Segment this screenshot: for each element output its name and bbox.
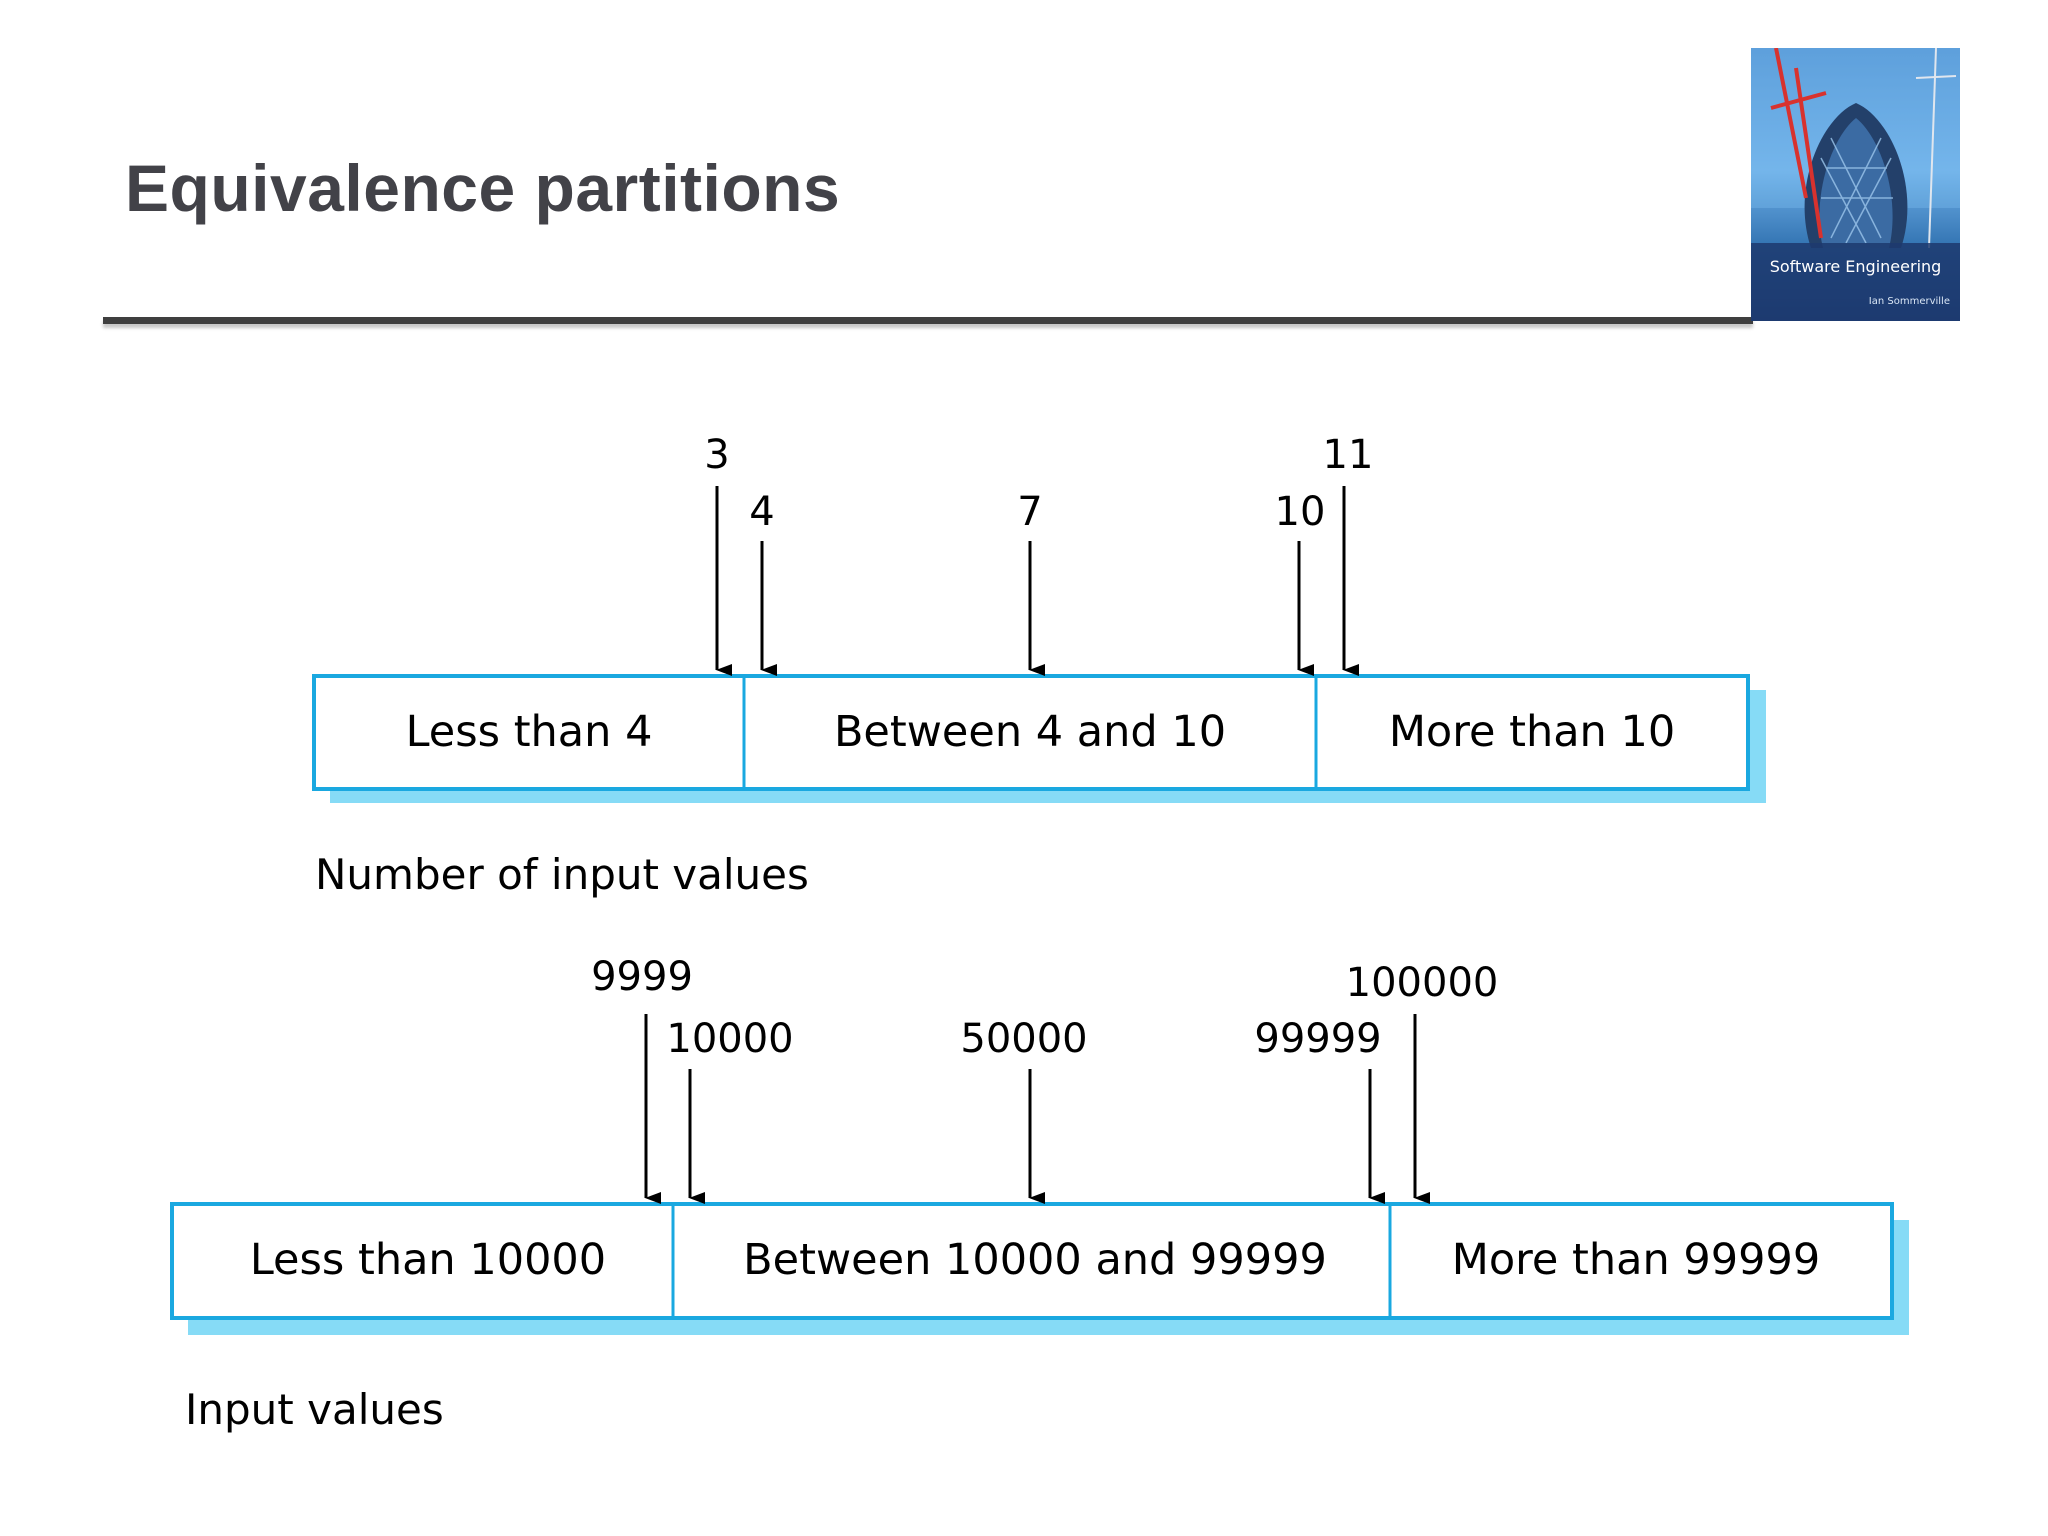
diagram-number-of-input-values: Less than 4 Between 4 and 10 More than 1…: [312, 432, 1766, 803]
test-value-label: 11: [1323, 432, 1374, 478]
partition-label-less: Less than 10000: [250, 1235, 606, 1285]
test-value-label: 9999: [591, 954, 693, 1000]
diagram-caption-number-of-input-values: Number of input values: [315, 850, 809, 899]
book-cover-title: Software Engineering: [1769, 257, 1942, 276]
slide-title: Equivalence partitions: [125, 151, 841, 225]
header-rule: [103, 317, 1753, 324]
test-value-label: 100000: [1346, 960, 1499, 1006]
diagram-input-values: Less than 10000 Between 10000 and 99999 …: [170, 954, 1909, 1335]
test-value-label: 4: [749, 489, 774, 535]
test-value-label: 10: [1275, 489, 1326, 535]
partition-bar: [312, 674, 1750, 791]
diagram-caption-input-values: Input values: [185, 1385, 444, 1434]
partition-label-between: Between 10000 and 99999: [743, 1235, 1327, 1285]
partition-bar: [170, 1202, 1894, 1320]
partition-label-more: More than 10: [1389, 707, 1675, 757]
book-cover-author: Ian Sommerville: [1868, 296, 1950, 307]
partition-label-between: Between 4 and 10: [834, 707, 1226, 757]
book-cover-illustration: [1751, 48, 1960, 321]
book-cover: Software Engineering Ian Sommerville: [1751, 48, 1960, 321]
partition-label-more: More than 99999: [1452, 1235, 1820, 1285]
test-value-label: 3: [704, 432, 729, 478]
partition-label-less: Less than 4: [406, 707, 653, 757]
test-value-label: 99999: [1254, 1016, 1381, 1062]
test-value-label: 50000: [960, 1016, 1087, 1062]
test-value-label: 10000: [666, 1016, 793, 1062]
test-value-label: 7: [1017, 489, 1042, 535]
